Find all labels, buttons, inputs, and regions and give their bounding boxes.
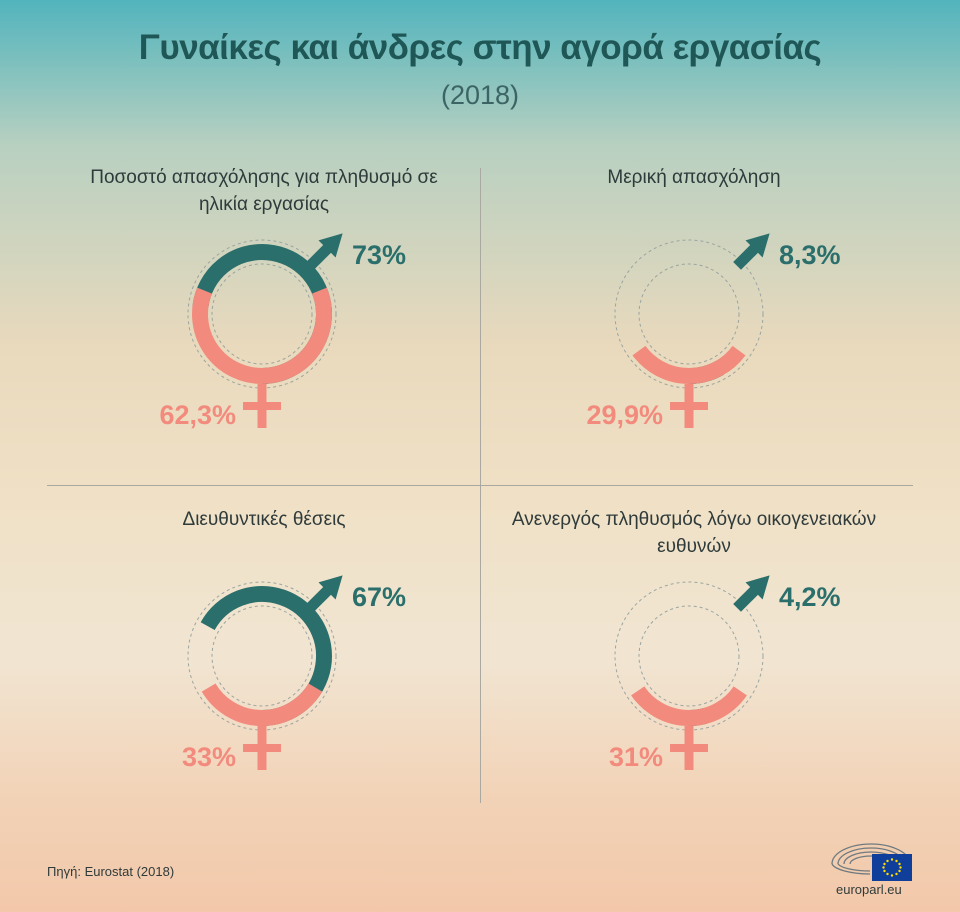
male-arrow-head — [745, 233, 770, 258]
female-value-label: 33% — [182, 742, 236, 772]
female-cross-bar — [670, 402, 708, 410]
female-arc — [631, 686, 747, 726]
female-value-label: 29,9% — [586, 400, 663, 430]
source-note: Πηγή: Eurostat (2018) — [47, 864, 175, 879]
page-title: Γυναίκες και άνδρες στην αγορά εργασίας — [138, 28, 822, 67]
male-arrow-head — [318, 575, 343, 600]
gauge-management: 67% 33% — [182, 575, 406, 772]
inner-guide-ring — [211, 605, 313, 707]
page-subtitle: (2018) — [440, 80, 520, 110]
female-value-label: 62,3% — [159, 400, 236, 430]
male-value-label: 67% — [352, 582, 406, 612]
male-value-label: 8,3% — [779, 240, 841, 270]
female-arc — [192, 287, 332, 384]
panel-title-employment: Ποσοστό απασχόλησης για πληθυσμό σε ηλικ… — [90, 167, 438, 215]
european-parliament-logo — [831, 843, 912, 881]
male-value-label: 4,2% — [779, 582, 841, 612]
inner-guide-ring — [638, 605, 740, 707]
gauge-part-time: 8,3% 29,9% — [586, 233, 841, 430]
panel-title-management: Διευθυντικές θέσεις — [182, 509, 346, 530]
panel-title-inactive: Ανενεργός πληθυσμός λόγω οικογενειακών ε… — [511, 509, 877, 557]
panel-title-part-time: Μερική απασχόληση — [607, 167, 781, 188]
female-cross-bar — [670, 744, 708, 752]
inner-guide-ring — [211, 263, 313, 365]
brand-label: europarl.eu — [836, 882, 902, 897]
male-arrow-head — [318, 233, 343, 258]
female-arc — [201, 683, 323, 726]
gauge-inactive: 4,2% 31% — [609, 575, 841, 772]
male-value-label: 73% — [352, 240, 406, 270]
female-cross-bar — [243, 744, 281, 752]
male-arrow-head — [745, 575, 770, 600]
gauge-employment: 73% 62,3% — [159, 233, 406, 430]
female-cross-bar — [243, 402, 281, 410]
female-value-label: 31% — [609, 742, 663, 772]
horizontal-divider — [47, 485, 913, 486]
inner-guide-ring — [638, 263, 740, 365]
female-arc — [632, 345, 746, 384]
